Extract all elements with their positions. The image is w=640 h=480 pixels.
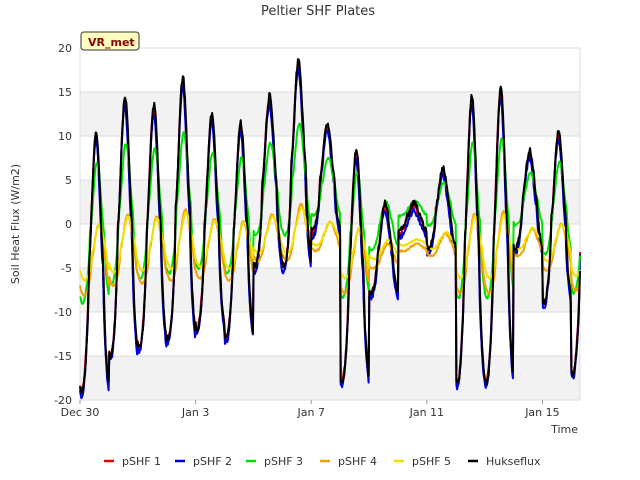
y-tick-label: 0	[65, 218, 72, 231]
chart-title: Peltier SHF Plates	[261, 4, 375, 19]
y-axis-ticks: -20 -15 -10 -5 0 5 10 15 20	[54, 42, 72, 407]
legend-label: pSHF 2	[193, 455, 232, 468]
y-tick-label: 20	[58, 42, 72, 55]
shaded-band	[80, 268, 580, 312]
x-tick-label: Jan 15	[524, 406, 559, 419]
series-line-4	[79, 207, 581, 282]
y-tick-label: 5	[65, 174, 72, 187]
legend: pSHF 1 pSHF 2 pSHF 3 pSHF 4 pSHF 5 Hukseflux	[104, 455, 541, 468]
x-tick-label: Jan 3	[181, 406, 209, 419]
shaded-band	[80, 356, 580, 400]
site-badge: VR_met	[80, 31, 140, 51]
legend-label: pSHF 4	[338, 455, 377, 468]
legend-label: Hukseflux	[486, 455, 541, 468]
y-axis-label: Soil Heat Flux (W/m2)	[9, 164, 22, 284]
shaded-band	[80, 92, 580, 136]
y-tick-label: 15	[58, 86, 72, 99]
site-badge-label: VR_met	[88, 36, 135, 49]
y-tick-label: -20	[54, 394, 72, 407]
legend-label: pSHF 1	[122, 455, 161, 468]
plot-frame	[79, 47, 581, 401]
x-tick-label: Dec 30	[61, 406, 100, 419]
site-badge-box	[80, 31, 140, 51]
x-axis-label: Time	[550, 423, 578, 436]
y-tick-label: -15	[54, 350, 72, 363]
plot-bands	[80, 92, 580, 400]
x-axis-ticks: Dec 30 Jan 3 Jan 7 Jan 11 Jan 15	[61, 400, 560, 419]
y-tick-label: 10	[58, 130, 72, 143]
series-line-5	[79, 58, 581, 394]
series-lines	[79, 58, 581, 400]
legend-label: pSHF 3	[264, 455, 303, 468]
x-tick-label: Jan 7	[296, 406, 324, 419]
legend-label: pSHF 5	[412, 455, 451, 468]
x-tick-label: Jan 11	[409, 406, 444, 419]
y-tick-label: -10	[54, 306, 72, 319]
y-tick-label: -5	[61, 262, 72, 275]
